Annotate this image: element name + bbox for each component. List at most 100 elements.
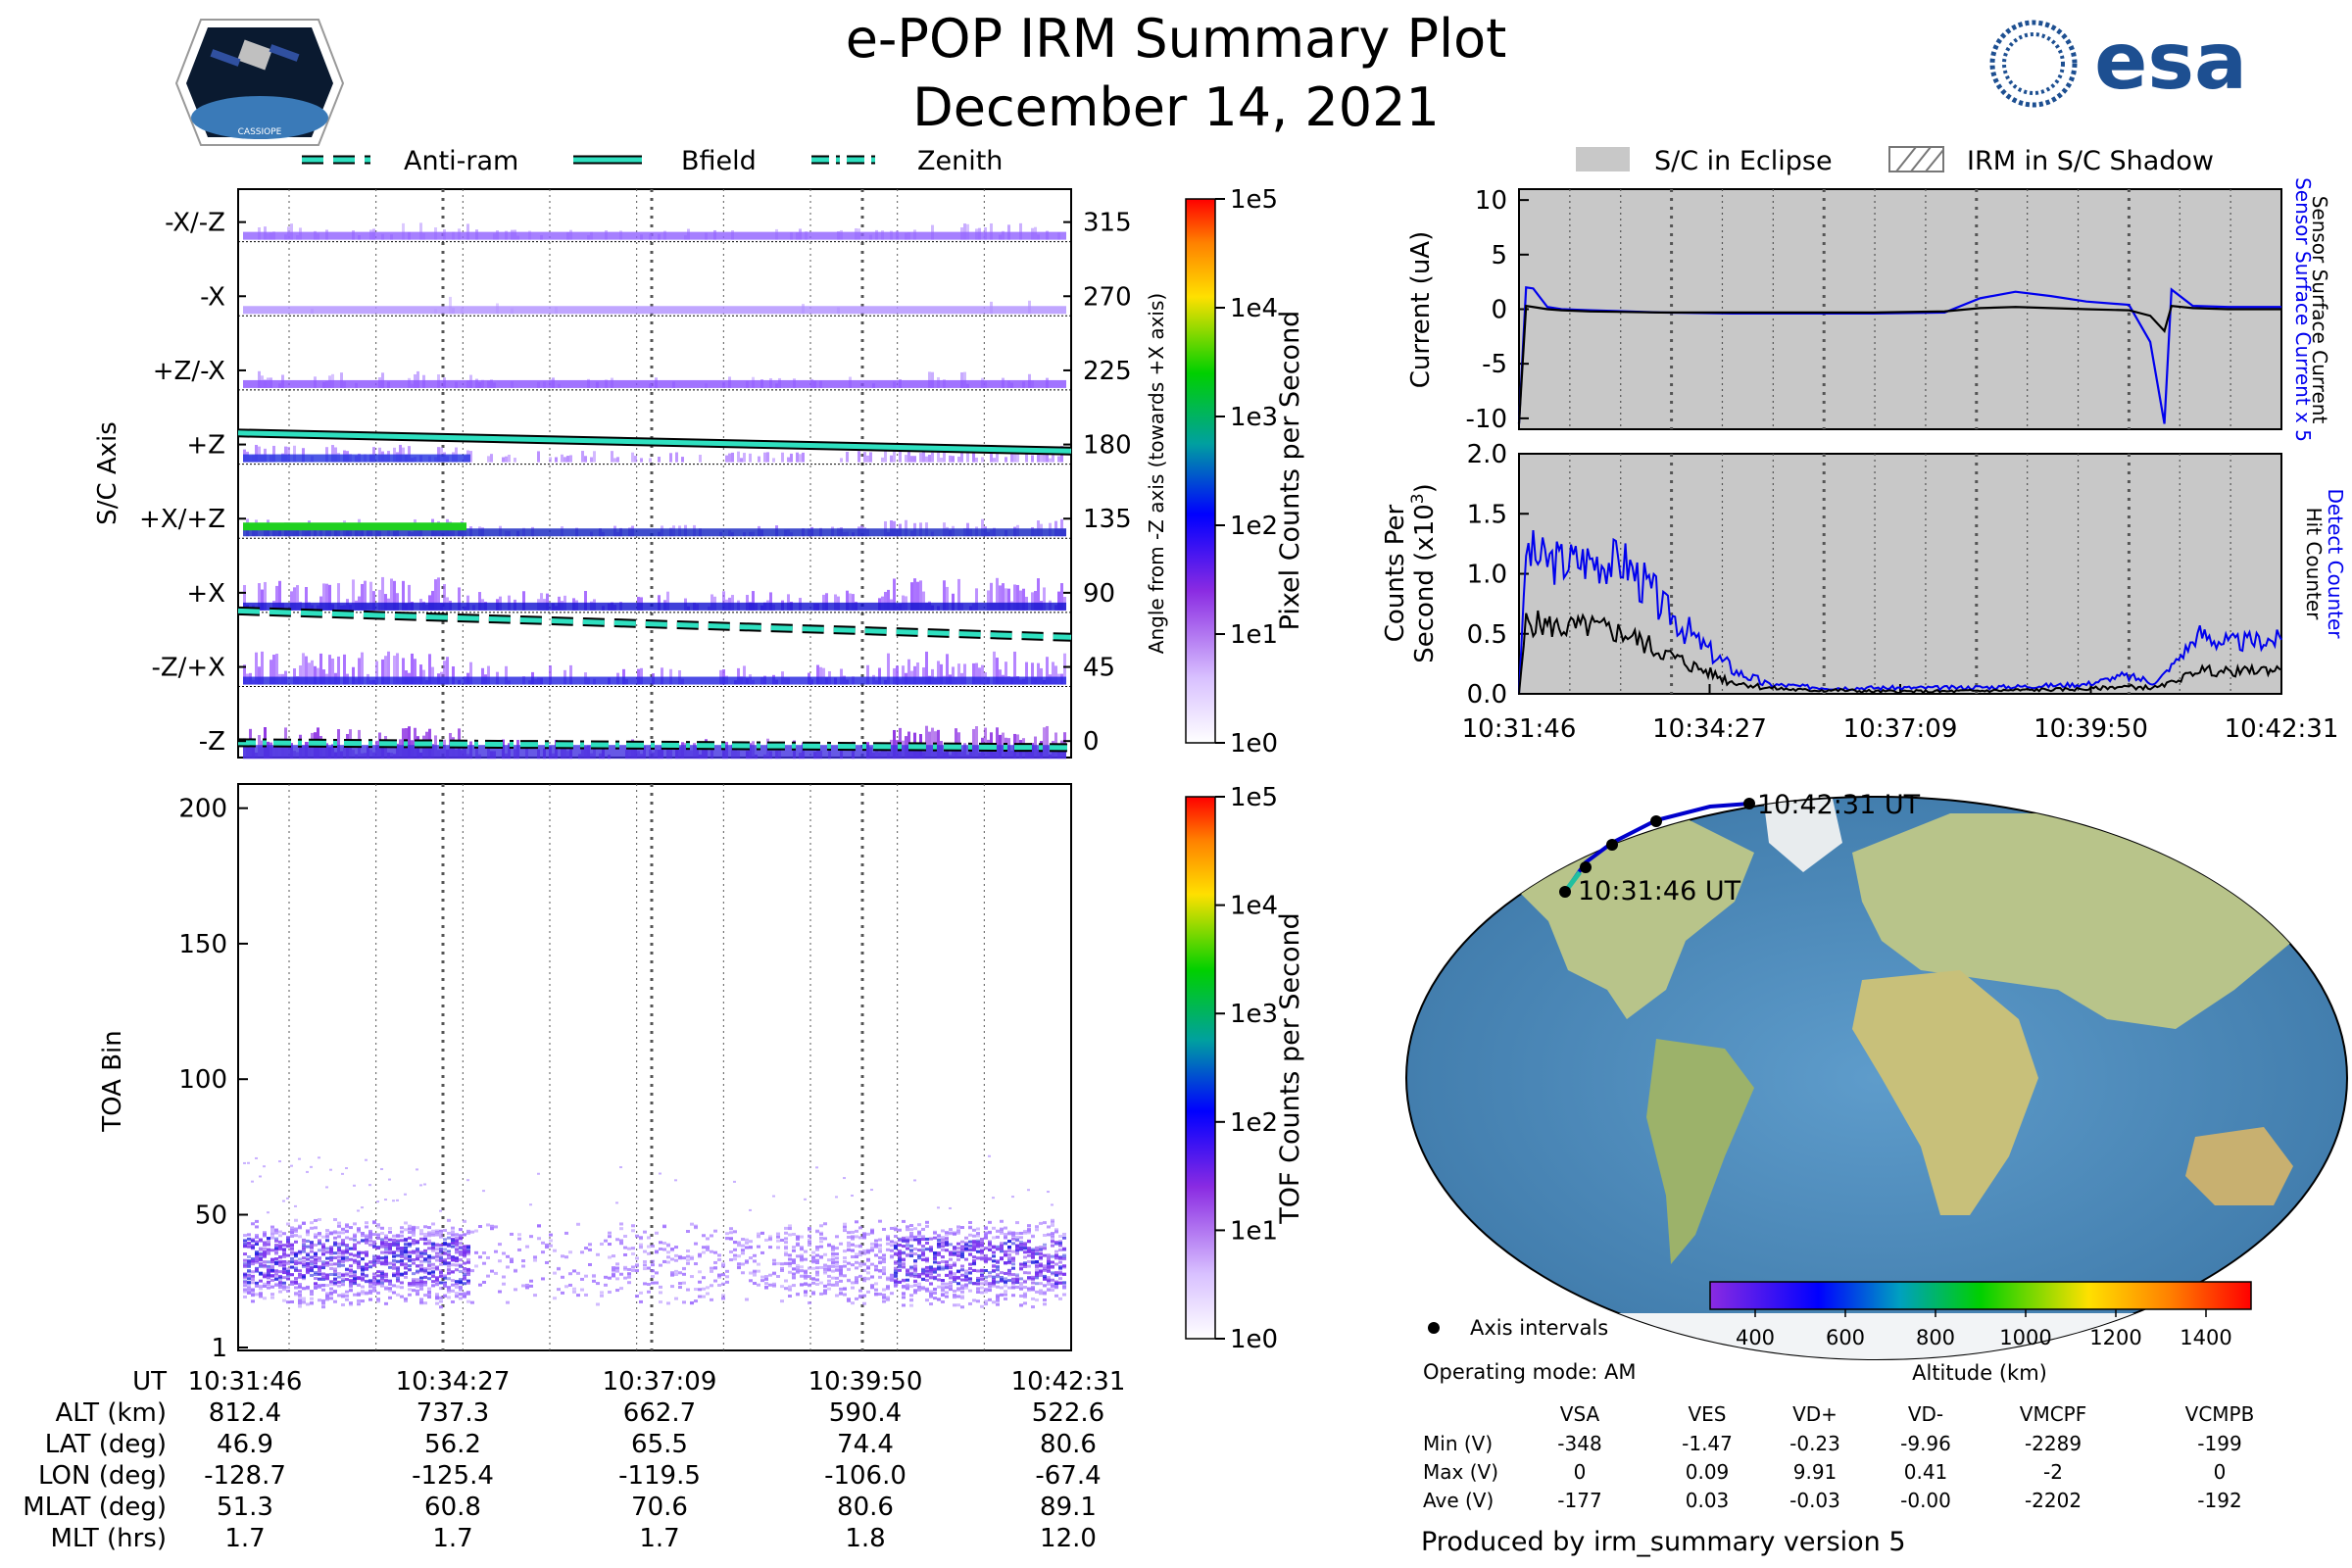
sc-count-pixel (937, 448, 940, 463)
toa-count-pixel (600, 1291, 604, 1295)
toa-count-pixel (588, 1262, 592, 1266)
toa-count-pixel (427, 1242, 431, 1246)
toa-count-pixel (917, 1242, 921, 1246)
ephemeris-cell: 662.7 (623, 1398, 696, 1428)
toa-count-pixel (858, 1236, 862, 1240)
sc-count-pixel (737, 451, 740, 463)
toa-count-pixel (941, 1241, 945, 1245)
toa-count-pixel (310, 1246, 314, 1250)
toa-count-pixel (361, 1268, 365, 1272)
toa-count-pixel (345, 1230, 349, 1234)
toa-count-pixel (337, 1264, 341, 1268)
toa-count-pixel (368, 1231, 372, 1235)
sc-count-strip (243, 454, 470, 463)
sc-count-pixel (443, 661, 446, 685)
sc-count-pixel (796, 452, 799, 463)
toa-count-pixel (353, 1222, 357, 1226)
toa-count-pixel (956, 1275, 960, 1279)
toa-count-pixel (416, 1250, 419, 1253)
toa-count-pixel (674, 1269, 678, 1273)
toa-count-pixel (780, 1262, 784, 1266)
colorbar-tick-label: 1e3 (1230, 403, 1278, 432)
toa-count-pixel (902, 1303, 906, 1307)
toa-count-pixel (1000, 1257, 1004, 1261)
toa-count-pixel (804, 1283, 808, 1287)
toa-count-pixel (890, 1226, 894, 1230)
toa-count-pixel (725, 1275, 729, 1279)
toa-count-pixel (662, 1242, 666, 1246)
toa-count-pixel (941, 1293, 945, 1297)
toa-count-pixel (372, 1254, 376, 1258)
toa-count-pixel (741, 1271, 745, 1275)
toa-count-pixel (419, 1254, 423, 1258)
toa-count-pixel (992, 1275, 996, 1279)
toa-count-pixel (404, 1250, 408, 1253)
toa-count-pixel (459, 1252, 463, 1256)
sc-count-pixel (314, 665, 317, 685)
toa-count-pixel (1047, 1276, 1051, 1280)
toa-count-pixel (941, 1267, 945, 1271)
toa-count-pixel (416, 1251, 419, 1255)
toa-count-pixel (858, 1261, 862, 1265)
sc-count-pixel (946, 586, 949, 611)
toa-count-pixel (768, 1283, 772, 1287)
sc-count-pixel (666, 591, 669, 611)
toa-count-pixel (455, 1280, 459, 1284)
toa-count-pixel (294, 1277, 298, 1281)
colorbar-tick-label: 1e0 (1230, 729, 1278, 759)
toa-count-pixel (368, 1239, 372, 1243)
sc-count-pixel (952, 593, 955, 611)
axis-interval-dots (1559, 798, 1755, 898)
toa-count-pixel (686, 1261, 690, 1265)
toa-count-pixel (404, 1246, 408, 1250)
toa-count-pixel (412, 1272, 416, 1276)
toa-sparse-pixel (392, 1200, 395, 1202)
toa-count-pixel (302, 1287, 306, 1291)
toa-count-pixel (639, 1243, 643, 1247)
toa-count-pixel (1043, 1234, 1047, 1238)
sc-count-pixel (537, 451, 540, 463)
toa-count-pixel (282, 1284, 286, 1288)
toa-count-pixel (847, 1231, 851, 1235)
toa-count-pixel (960, 1245, 964, 1249)
toa-count-pixel (447, 1264, 451, 1268)
sc-count-pixel (1043, 727, 1046, 760)
toa-count-pixel (945, 1233, 949, 1237)
toa-count-pixel (439, 1229, 443, 1233)
sc-count-pixel (1046, 451, 1049, 463)
toa-count-pixel (447, 1253, 451, 1257)
toa-count-pixel (694, 1242, 698, 1246)
ephemeris-cell: 737.3 (416, 1398, 489, 1428)
toa-count-pixel (290, 1252, 294, 1256)
voltage-cell: -2 (2043, 1460, 2063, 1484)
toa-count-pixel (953, 1261, 956, 1265)
toa-count-pixel (553, 1271, 557, 1275)
sc-count-pixel (487, 456, 490, 463)
toa-count-pixel (349, 1268, 353, 1272)
toa-count-pixel (384, 1250, 388, 1254)
toa-count-pixel (1027, 1271, 1031, 1275)
toa-count-pixel (835, 1266, 839, 1270)
toa-count-pixel (459, 1263, 463, 1267)
toa-sparse-pixel (267, 1211, 270, 1214)
toa-count-pixel (866, 1264, 870, 1268)
toa-count-pixel (612, 1274, 615, 1278)
sc-count-pixel (505, 665, 508, 685)
toa-count-pixel (384, 1262, 388, 1266)
toa-count-pixel (1035, 1276, 1039, 1280)
toa-count-pixel (843, 1259, 847, 1263)
toa-count-pixel (259, 1247, 263, 1250)
toa-count-pixel (960, 1268, 964, 1272)
toa-count-pixel (706, 1286, 710, 1290)
sc-count-pixel (396, 593, 399, 611)
toa-count-pixel (745, 1238, 749, 1242)
toa-count-pixel (949, 1250, 953, 1254)
toa-count-pixel (862, 1262, 866, 1266)
toa-count-pixel (412, 1278, 416, 1282)
page-title: e-POP IRM Summary Plot (846, 8, 1507, 70)
toa-count-pixel (251, 1244, 255, 1248)
ephemeris-cell: 1.7 (224, 1524, 265, 1553)
toa-count-pixel (388, 1226, 392, 1230)
sc-count-pixel (931, 371, 934, 388)
toa-count-pixel (1043, 1284, 1047, 1288)
